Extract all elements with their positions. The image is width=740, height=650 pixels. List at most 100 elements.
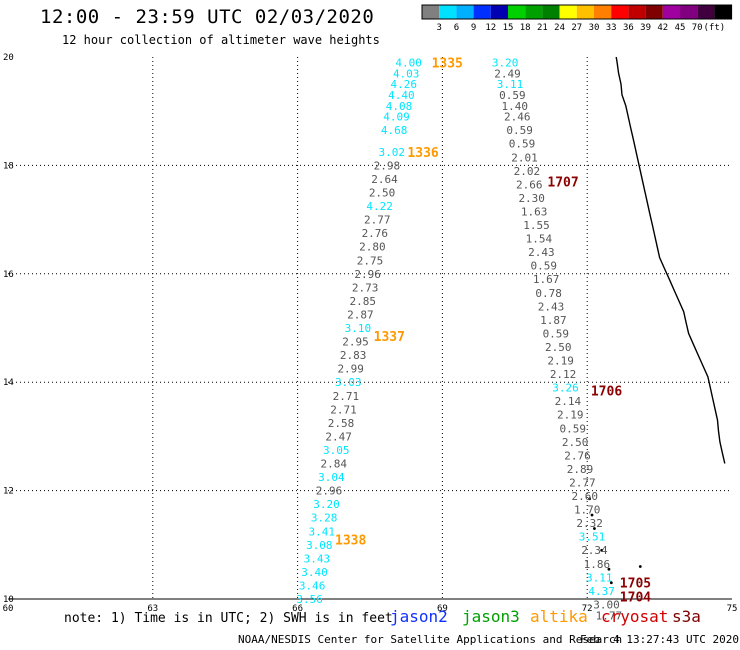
wave-height-value: 2.43: [528, 246, 555, 259]
wave-height-value: 2.01: [511, 151, 538, 164]
colorbar-swatch: [645, 5, 663, 19]
latitude-label: 10: [3, 595, 14, 605]
wave-height-value: 0.59: [543, 327, 570, 340]
colorbar-swatch: [525, 5, 543, 19]
colorbar-swatch: [473, 5, 491, 19]
colorbar-tick-label: 21: [537, 23, 548, 33]
graticule: 60 63 66 69 72 75 10 12 14 16 18 20: [3, 53, 738, 614]
colorbar-tick-label: 18: [520, 23, 531, 33]
colorbar-tick-label: 30: [589, 23, 600, 33]
longitude-label: 60: [3, 604, 14, 614]
wave-height-value: 0.59: [509, 138, 536, 151]
wave-height-value: 3.20: [313, 498, 340, 511]
colorbar-tick-label: 6: [454, 23, 459, 33]
wave-height-value: 3.03: [335, 376, 362, 389]
orbit-number-label: 1338: [335, 533, 366, 548]
longitude-label: 66: [292, 604, 303, 614]
legend-altika: altika: [530, 607, 588, 626]
wave-height-value: 2.12: [550, 368, 577, 381]
island-marker: [600, 548, 604, 552]
wave-height-value: 1.55: [523, 219, 550, 232]
island-marker: [609, 581, 613, 585]
wave-height-value: 1.87: [540, 314, 567, 327]
wave-height-value: 2.19: [557, 409, 584, 422]
legend-cryosat: cryosat: [601, 607, 669, 626]
wave-height-value: 3.11: [586, 571, 613, 584]
longitude-label: 75: [727, 604, 738, 614]
wave-height-value: 2.84: [321, 458, 348, 471]
wave-height-value: 2.75: [357, 254, 384, 267]
wave-height-value: 1.86: [584, 558, 611, 571]
colorbar-swatch: [456, 5, 474, 19]
longitude-label: 72: [582, 604, 593, 614]
wave-height-value: 2.83: [340, 349, 367, 362]
wave-height-value: 3.00: [593, 598, 620, 611]
wave-height-value: 2.87: [347, 308, 374, 321]
wave-height-tracks: 4.004.034.264.404.084.094.68 3.022.982.64…: [296, 56, 622, 622]
wave-height-value: 2.02: [514, 165, 541, 178]
wave-height-value: 3.41: [308, 525, 335, 538]
wave-height-value: 2.49: [494, 67, 521, 80]
wave-height-value: 2.95: [342, 336, 369, 349]
island-marker: [588, 497, 592, 501]
latitude-label: 12: [3, 487, 14, 497]
wave-height-value: 2.50: [545, 341, 572, 354]
colorbar-tick-label: 3: [436, 23, 441, 33]
legend-jason3: jason3: [462, 607, 520, 626]
colorbar-tick-label: 15: [503, 23, 514, 33]
wave-height-value: 0.59: [559, 422, 586, 435]
wave-height-value: 3.43: [304, 552, 331, 565]
colorbar-tick-label: 27: [571, 23, 582, 33]
colorbar-tick-label: 45: [675, 23, 686, 33]
wave-height-value: 1.63: [521, 205, 548, 218]
wave-height-value: 2.19: [547, 355, 574, 368]
latitude-label: 18: [3, 161, 14, 171]
colorbar-swatch: [490, 5, 508, 19]
generated-timestamp: Feb 4 13:27:43 UTC 2020: [580, 633, 739, 646]
wave-height-value: 2.96: [354, 268, 381, 281]
colorbar-swatch: [559, 5, 577, 19]
colorbar-swatch: [422, 5, 440, 19]
colorbar-swatch: [576, 5, 594, 19]
wave-height-value: 2.30: [518, 192, 545, 205]
wave-height-value: 3.40: [301, 566, 328, 579]
wave-height-value: 3.10: [345, 322, 372, 335]
colorbar-tick-label: 33: [606, 23, 617, 33]
wave-height-value: 4.26: [391, 78, 418, 91]
colorbar-swatch: [697, 5, 715, 19]
wave-height-value: 2.89: [567, 463, 594, 476]
legend-jason2: jason2: [390, 607, 448, 626]
colorbar-tick-label: 36: [623, 23, 634, 33]
wave-height-value: 4.37: [588, 585, 615, 598]
wave-height-value: 2.64: [371, 173, 398, 186]
wave-height-value: 4.68: [381, 124, 408, 137]
orbit-number-label: 1704: [620, 590, 651, 605]
credit-line: NOAA/NESDIS Center for Satellite Applica…: [238, 633, 623, 646]
map-title: 12:00 - 23:59 UTC 02/03/2020: [40, 6, 375, 28]
wave-height-value: 3.28: [311, 512, 338, 525]
wave-height-value: 1.40: [502, 100, 529, 113]
orbit-number-label: 1706: [591, 384, 622, 399]
wave-height-value: 1.70: [574, 504, 601, 517]
colorbar-frame: [421, 4, 733, 20]
orbit-number-label: 1335: [432, 56, 463, 71]
wave-height-value: 2.80: [359, 241, 386, 254]
orbit-number-label: 1337: [374, 330, 405, 345]
island-marker: [638, 565, 642, 568]
colorbar-swatch: [628, 5, 646, 19]
wave-height-value: 2.32: [576, 517, 603, 530]
colorbar-swatch: [714, 5, 732, 19]
map-subtitle: 12 hour collection of altimeter wave hei…: [62, 33, 380, 47]
wave-height-value: 4.09: [383, 111, 410, 124]
wave-height-value: 2.60: [572, 490, 599, 503]
wave-height-value: 2.71: [330, 403, 357, 416]
wave-height-value: 3.51: [579, 531, 606, 544]
wave-height-value: 3.02: [378, 146, 405, 159]
colorbar-swatch: [662, 5, 680, 19]
wave-height-value: 0.59: [506, 124, 533, 137]
wave-height-value: 3.20: [492, 56, 519, 69]
wave-height-value: 4.03: [393, 67, 420, 80]
colorbar-swatch: [542, 5, 560, 19]
